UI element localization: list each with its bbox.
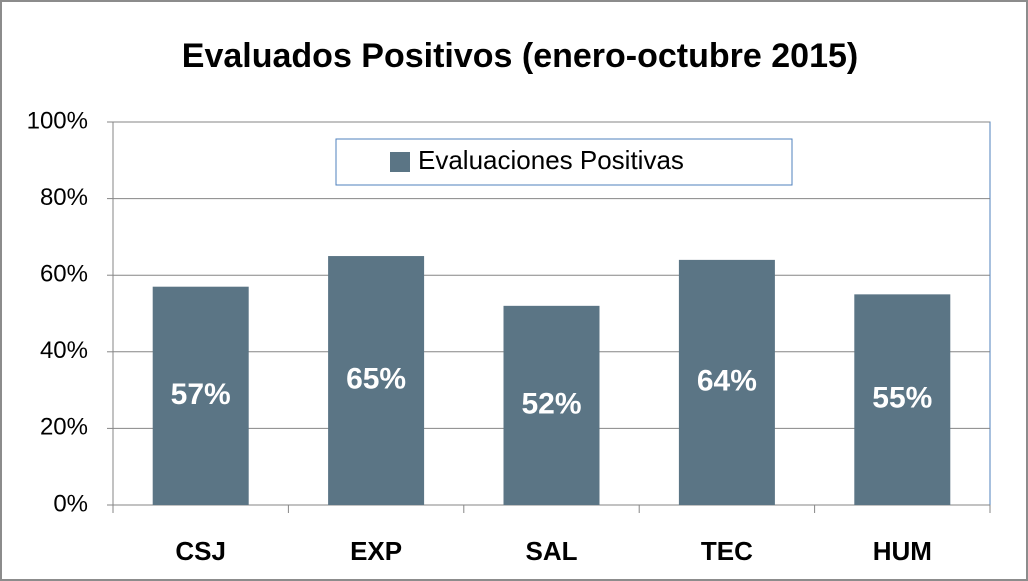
bar xyxy=(328,256,425,505)
y-tick-label: 80% xyxy=(40,184,88,211)
y-tick-label: 40% xyxy=(40,337,88,364)
x-tick-label: CSJ xyxy=(175,536,226,566)
legend-label: Evaluaciones Positivas xyxy=(418,145,684,175)
bar xyxy=(678,259,775,505)
data-label: 55% xyxy=(872,382,932,415)
legend-swatch xyxy=(390,152,410,172)
y-tick-label: 20% xyxy=(40,414,88,441)
x-tick-label: SAL xyxy=(526,536,578,566)
y-tick-label: 0% xyxy=(53,490,88,517)
data-label: 52% xyxy=(521,387,581,420)
bar xyxy=(854,294,951,505)
data-label: 57% xyxy=(171,378,231,411)
bar xyxy=(152,286,249,505)
x-tick-label: TEC xyxy=(701,536,753,566)
data-label: 64% xyxy=(697,364,757,397)
data-label: 65% xyxy=(346,362,406,395)
x-tick-label: HUM xyxy=(873,536,932,566)
y-tick-label: 60% xyxy=(40,261,88,288)
chart-title: Evaluados Positivos (enero-octubre 2015) xyxy=(182,37,858,75)
y-tick-label: 100% xyxy=(27,107,88,134)
legend-box xyxy=(335,138,793,186)
bar xyxy=(503,305,600,505)
x-tick-label: EXP xyxy=(350,536,402,566)
